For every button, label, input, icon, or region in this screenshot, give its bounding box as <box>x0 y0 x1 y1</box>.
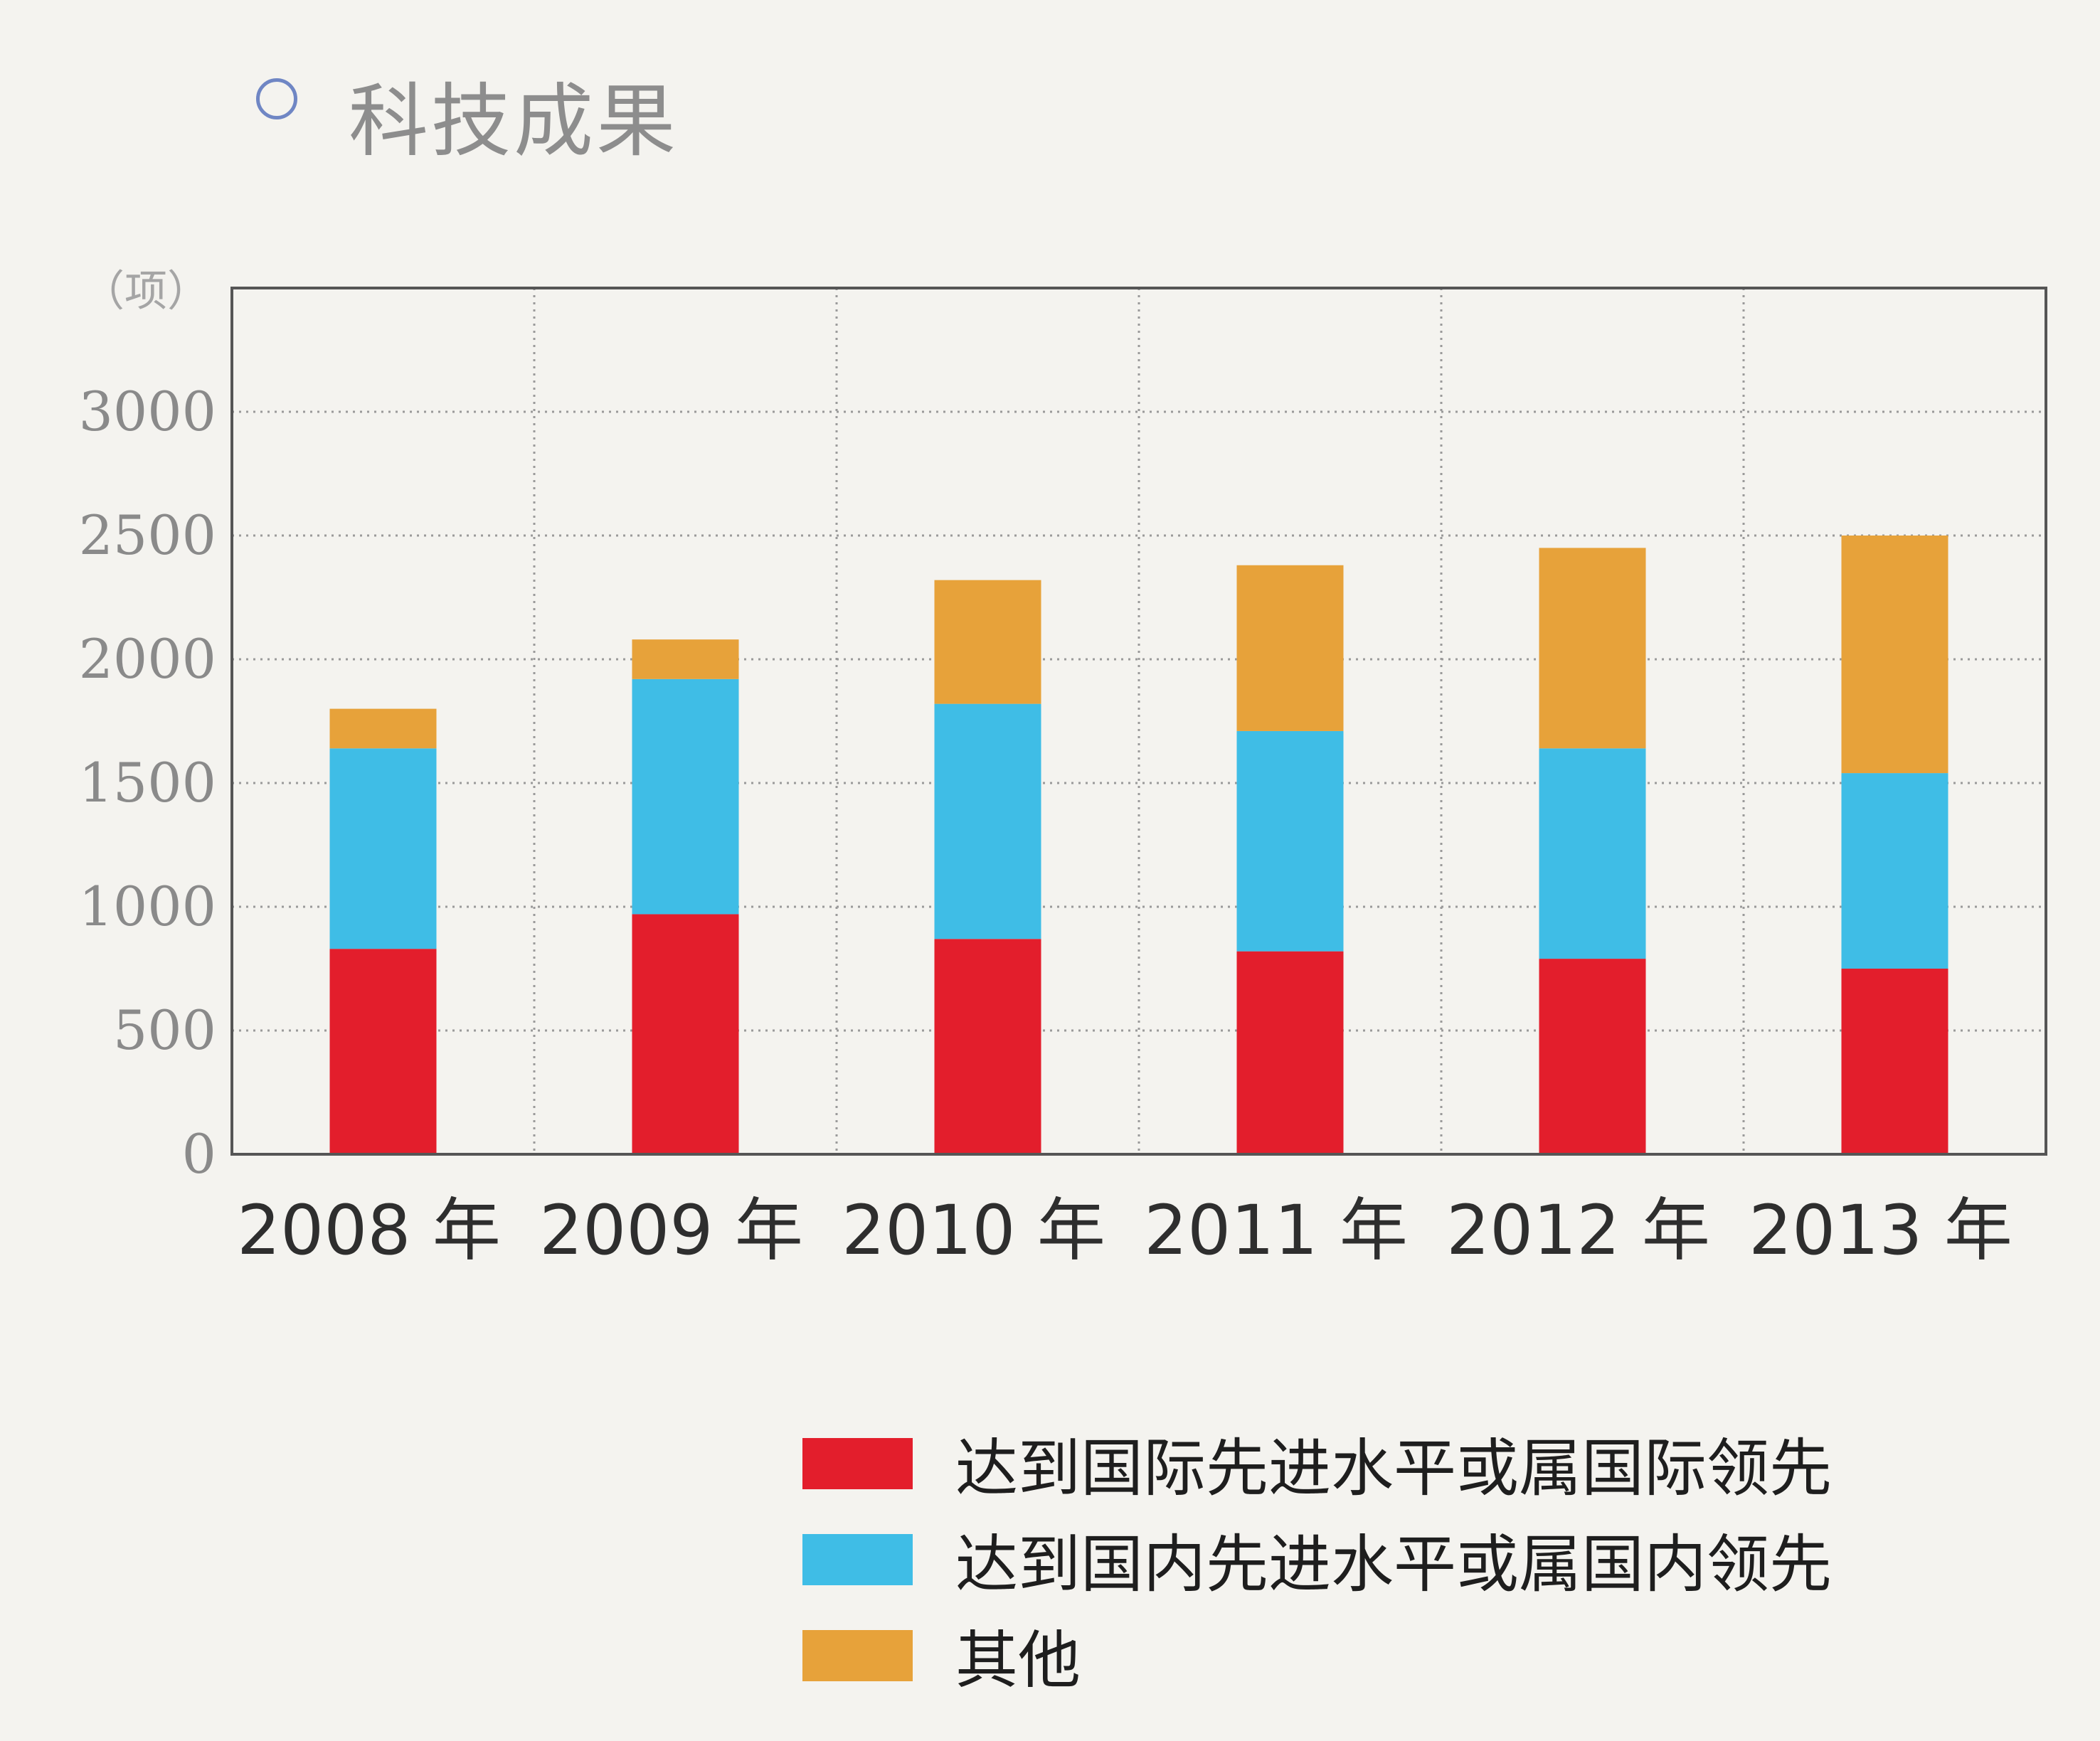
bar-segment-2 <box>1236 730 1344 952</box>
bar-segment-1 <box>329 949 437 1154</box>
bar-segment-1 <box>1841 969 1948 1154</box>
bar-segment-3 <box>329 708 437 749</box>
y-axis-unit: （项） <box>82 267 210 316</box>
legend-label: 达到国际先进水平或属国际领先 <box>955 1432 1833 1505</box>
legend: 达到国际先进水平或属国际领先 达到国内先进水平或属国内领先 其他 <box>802 1415 1832 1703</box>
x-category-label: 2008 年 <box>237 1191 501 1270</box>
bar-segment-2 <box>934 703 1041 939</box>
x-category-label: 2013 年 <box>1749 1191 2012 1270</box>
x-category-label: 2009 年 <box>539 1191 803 1270</box>
x-category-label: 2010 年 <box>842 1191 1105 1270</box>
bars <box>329 536 1948 1154</box>
bar-segment-1 <box>934 939 1041 1154</box>
plot-frame <box>230 287 2047 1156</box>
legend-swatch <box>802 1533 913 1585</box>
y-tick-label: 0 <box>182 1122 216 1186</box>
y-tick-labels: 0 500 1000 1500 2000 2500 3000 <box>79 380 216 1186</box>
bar-segment-3 <box>934 580 1041 704</box>
bar-segment-2 <box>1539 748 1646 959</box>
bar-segment-3 <box>1236 565 1344 731</box>
legend-item: 达到国内先进水平或属国内领先 <box>802 1511 1832 1607</box>
bar-segment-1 <box>1539 959 1646 1154</box>
circle-outline-icon <box>256 78 297 119</box>
legend-label: 其他 <box>955 1624 1081 1697</box>
y-tick-label: 1000 <box>79 875 216 938</box>
bar-segment-2 <box>329 748 437 949</box>
legend-label: 达到国内先进水平或属国内领先 <box>955 1528 1833 1601</box>
legend-swatch <box>802 1629 913 1681</box>
x-category-labels: 2008 年 2009 年 2010 年 2011 年 2012 年 2013 年 <box>237 1191 2012 1270</box>
x-category-label: 2011 年 <box>1144 1191 1408 1270</box>
legend-item: 达到国际先进水平或属国际领先 <box>802 1415 1832 1511</box>
x-category-label: 2012 年 <box>1446 1191 1710 1270</box>
bar-segment-3 <box>1841 536 1948 774</box>
y-tick-label: 3000 <box>79 380 216 443</box>
grid-lines <box>232 288 2046 1154</box>
y-tick-label: 2000 <box>79 627 216 691</box>
bar-segment-1 <box>1236 951 1344 1154</box>
legend-swatch <box>802 1437 913 1489</box>
bar-segment-2 <box>632 678 739 915</box>
bar-segment-1 <box>632 914 739 1154</box>
y-tick-label: 500 <box>113 999 216 1062</box>
y-tick-label: 2500 <box>79 504 216 567</box>
page-title: 科技成果 <box>349 75 679 168</box>
y-tick-label: 1500 <box>79 751 216 814</box>
bar-segment-3 <box>632 639 739 679</box>
legend-item: 其他 <box>802 1607 1832 1703</box>
bar-segment-3 <box>1539 548 1646 749</box>
bar-segment-2 <box>1841 773 1948 969</box>
